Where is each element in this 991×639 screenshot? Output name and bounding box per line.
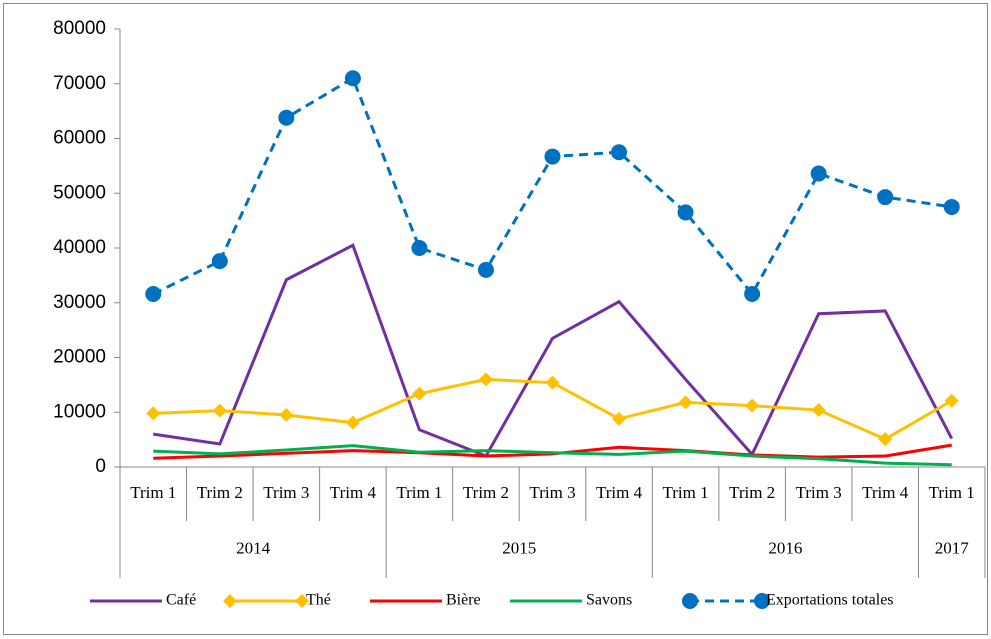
legend-label: Bière [446,592,481,609]
x-tick-label: Trim 1 [396,483,442,502]
data-point [611,144,628,161]
x-group-label: 2015 [502,538,536,557]
y-tick-label: 20000 [53,347,106,368]
data-point [678,395,693,410]
data-point [411,240,428,256]
data-point [279,407,294,422]
data-point [677,204,694,221]
x-group-label: 2017 [935,538,970,557]
series-line [153,444,952,467]
data-point [944,393,959,408]
legend-label: Café [166,592,196,609]
data-point [146,406,161,421]
data-point [145,285,162,302]
x-tick-label: Trim 3 [529,483,575,502]
y-tick-label: 10000 [53,401,106,422]
legend-marker [682,593,698,609]
x-tick-label: Trim 3 [796,483,842,502]
data-point [212,403,227,418]
data-point [744,285,761,302]
x-tick-label: Trim 2 [729,483,775,502]
x-tick-label: Trim 4 [862,483,909,502]
x-tick-label: Trim 1 [130,483,176,502]
x-tick-label: Trim 4 [596,483,643,502]
x-tick-label: Trim 1 [929,483,975,502]
data-point [810,165,827,182]
legend-label: Savons [586,592,632,609]
series-line [153,243,954,458]
y-tick-label: 30000 [53,292,106,313]
data-point [211,253,228,270]
x-tick-label: Trim 4 [330,483,377,502]
data-point [412,386,427,401]
data-point [612,411,627,426]
data-point [811,403,826,418]
x-tick-label: Trim 3 [263,483,309,502]
legend-marker [754,593,770,609]
y-tick-label: 70000 [53,73,106,94]
y-tick-label: 40000 [53,237,106,258]
data-point [278,109,295,126]
x-tick-label: Trim 2 [463,483,509,502]
data-point [344,70,361,87]
data-point [545,375,560,390]
legend-label: Exportations totales [766,592,894,609]
y-tick-label: 60000 [53,128,106,149]
data-point [943,198,960,215]
x-tick-label: Trim 1 [662,483,708,502]
chart-border [3,3,988,635]
legend-marker [223,594,237,608]
x-tick-label: Trim 2 [197,483,243,502]
data-point [745,398,760,413]
data-point [544,148,561,165]
data-point [477,261,494,278]
y-tick-label: 0 [95,456,106,477]
x-group-label: 2014 [236,538,271,557]
y-tick-label: 50000 [53,182,106,203]
legend-marker [295,594,309,608]
data-point [878,432,893,447]
x-group-label: 2016 [768,538,802,557]
y-tick-label: 80000 [53,18,106,39]
data-point [478,372,493,387]
legend-label: Thé [306,592,331,609]
data-point [345,415,360,430]
data-point [877,189,894,206]
